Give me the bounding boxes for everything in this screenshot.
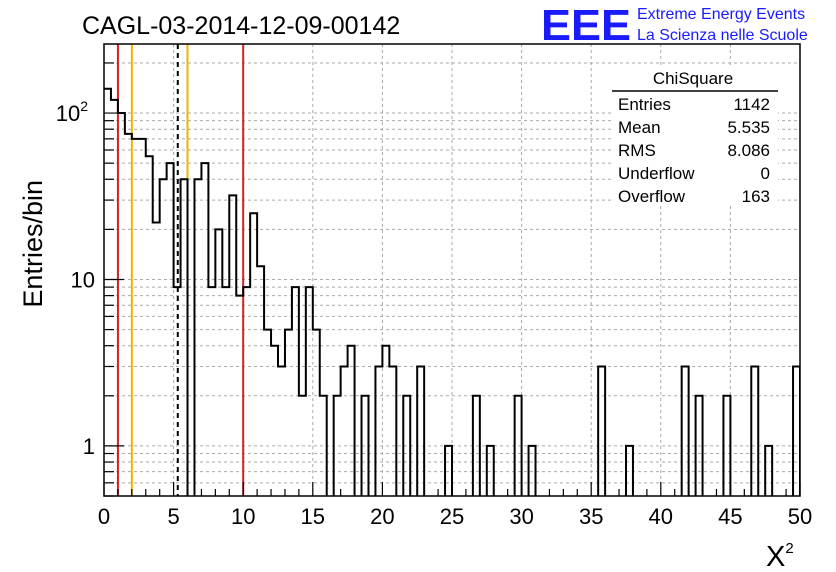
eee-logo: EEE [541, 1, 631, 50]
stats-box: ChiSquare Entries 1142 Mean 5.535 RMS 8.086 Un… [612, 66, 778, 206]
logo-line-2: La Scienza nelle Scuole [637, 27, 808, 44]
stats-key: Underflow [618, 164, 695, 183]
histogram-series [104, 87, 800, 496]
axis-ticks [103, 62, 801, 497]
x-tick-label: 10 [231, 504, 255, 529]
y-tick-label: 102 [56, 98, 88, 126]
stats-title: ChiSquare [653, 69, 733, 88]
y-tick-label: 1 [83, 434, 95, 459]
x-tick-label: 50 [788, 504, 812, 529]
x-axis-label-sup: 2 [785, 540, 793, 557]
stats-rows: Entries 1142 Mean 5.535 RMS 8.086 Underflow 0 Ov… [618, 95, 770, 206]
y-tick-label-base: 1 [83, 434, 95, 459]
stats-value: 1142 [733, 95, 770, 114]
x-tick-label: 0 [98, 504, 110, 529]
stats-value: 163 [742, 187, 770, 206]
x-tick-label: 15 [301, 504, 325, 529]
x-tick-label: 40 [649, 504, 673, 529]
stats-key: Mean [618, 118, 661, 137]
y-tick-label-base: 10 [71, 267, 95, 292]
stats-value: 5.535 [727, 118, 770, 137]
stats-key: Entries [618, 95, 671, 114]
y-tick-label: 10 [71, 267, 95, 292]
y-axis-label: Entries/bin [18, 180, 48, 308]
x-axis-label-base: X [766, 541, 785, 572]
logo-line-1: Extreme Energy Events [637, 6, 805, 23]
stats-key: Overflow [618, 187, 686, 206]
y-tick-label-base: 10 [56, 101, 80, 126]
x-tick-label: 25 [440, 504, 464, 529]
x-axis-label: X2 [766, 540, 794, 572]
stats-box-bg [612, 66, 778, 206]
x-tick-labels: 0 5 10 15 20 25 30 35 40 45 50 [98, 504, 812, 529]
chart-title: CAGL-03-2014-12-09-00142 [82, 12, 400, 40]
stats-value: 0 [761, 164, 770, 183]
stats-key: RMS [618, 141, 656, 160]
x-tick-label: 20 [370, 504, 394, 529]
y-tick-label-sup: 2 [80, 98, 88, 114]
x-tick-label: 45 [718, 504, 742, 529]
stats-value: 8.086 [727, 141, 770, 160]
x-tick-label: 30 [509, 504, 533, 529]
x-tick-label: 35 [579, 504, 603, 529]
x-tick-label: 5 [167, 504, 179, 529]
